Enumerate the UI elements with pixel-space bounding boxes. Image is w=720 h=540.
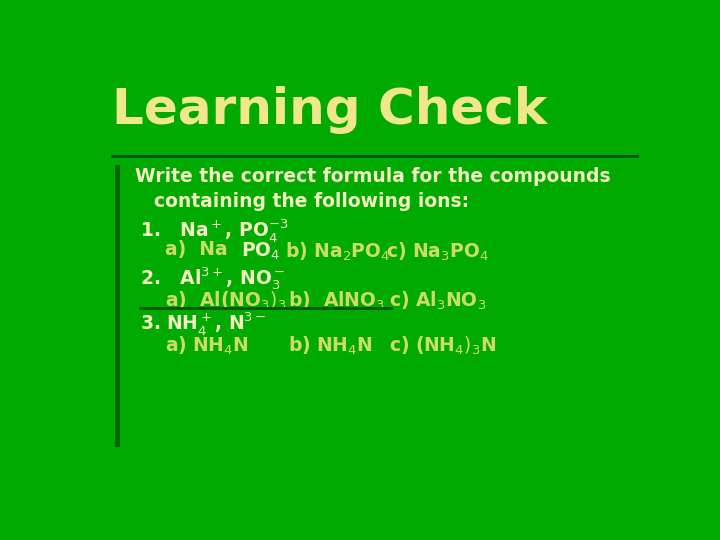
Text: a)  Na: a) Na <box>166 240 228 259</box>
Text: b) NH$_4$N: b) NH$_4$N <box>288 335 373 357</box>
Text: b)  AlNO$_3$: b) AlNO$_3$ <box>288 290 385 313</box>
Text: a) NH$_4$N: a) NH$_4$N <box>166 335 249 357</box>
Text: c) Na$_3$PO$_4$: c) Na$_3$PO$_4$ <box>386 240 489 262</box>
Text: c) Al$_3$NO$_3$: c) Al$_3$NO$_3$ <box>389 290 486 313</box>
Text: 1.   Na$^+$, PO$_4^{-3}$: 1. Na$^+$, PO$_4^{-3}$ <box>140 217 289 244</box>
Text: 2.   Al$^{3+}$, NO$_3^-$: 2. Al$^{3+}$, NO$_3^-$ <box>140 265 286 292</box>
Text: b) Na$_2$PO$_4$: b) Na$_2$PO$_4$ <box>285 240 391 262</box>
Text: PO$_4$: PO$_4$ <box>240 240 280 261</box>
Text: a)  Al(NO$_3)_3$: a) Al(NO$_3)_3$ <box>166 290 287 313</box>
Text: containing the following ions:: containing the following ions: <box>154 192 469 211</box>
Text: Learning Check: Learning Check <box>112 85 548 133</box>
Text: 3. NH$_4^+$, N$^{3-}$: 3. NH$_4^+$, N$^{3-}$ <box>140 310 266 337</box>
Text: Write the correct formula for the compounds: Write the correct formula for the compou… <box>135 167 611 186</box>
Text: c) (NH$_4)_3$N: c) (NH$_4)_3$N <box>389 335 496 357</box>
Bar <box>115 165 120 447</box>
